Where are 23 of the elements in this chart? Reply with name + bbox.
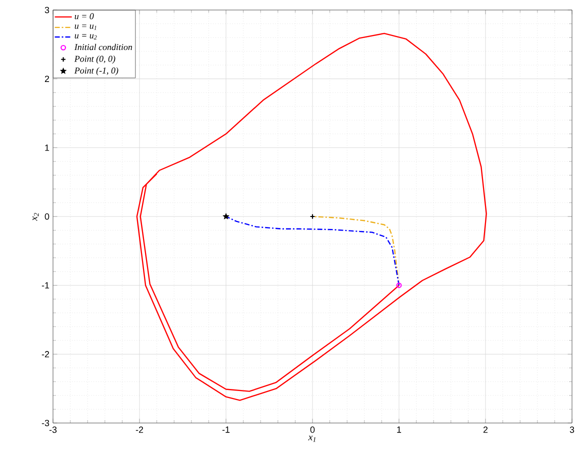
x-tick-label: -1 xyxy=(222,426,230,433)
y-tick-label: 0 xyxy=(44,213,50,220)
legend-label: u = u$_{2}$ xyxy=(74,34,97,40)
x-tick-label: 0 xyxy=(310,426,315,433)
legend-label: u = u$_{1}$ xyxy=(74,24,96,30)
y-axis-title: x$_{2}$ xyxy=(32,212,39,221)
line-series xyxy=(136,32,487,401)
x-tick-label: 1 xyxy=(397,426,402,433)
legend-label: u = 0 xyxy=(74,13,94,20)
legend-label: Point (-1, 0) xyxy=(74,67,118,76)
y-tick-label: -1 xyxy=(42,282,50,288)
y-tick-label: 2 xyxy=(44,76,50,82)
legend-label: Initial condition xyxy=(74,44,132,50)
x-tick-label: 3 xyxy=(570,426,574,433)
y-tick-label: 1 xyxy=(45,144,50,151)
x-tick-label: 2 xyxy=(483,426,488,433)
legend-label: Point (0, 0) xyxy=(74,56,116,64)
y-tick-label: 3 xyxy=(44,6,50,14)
y-tick-label: -2 xyxy=(42,351,50,358)
x-tick-label: -3 xyxy=(49,426,57,433)
y-tick-label: -3 xyxy=(42,420,50,426)
x-tick-label: -2 xyxy=(136,426,144,433)
x-axis-title: x$_{1}$ xyxy=(308,436,316,442)
